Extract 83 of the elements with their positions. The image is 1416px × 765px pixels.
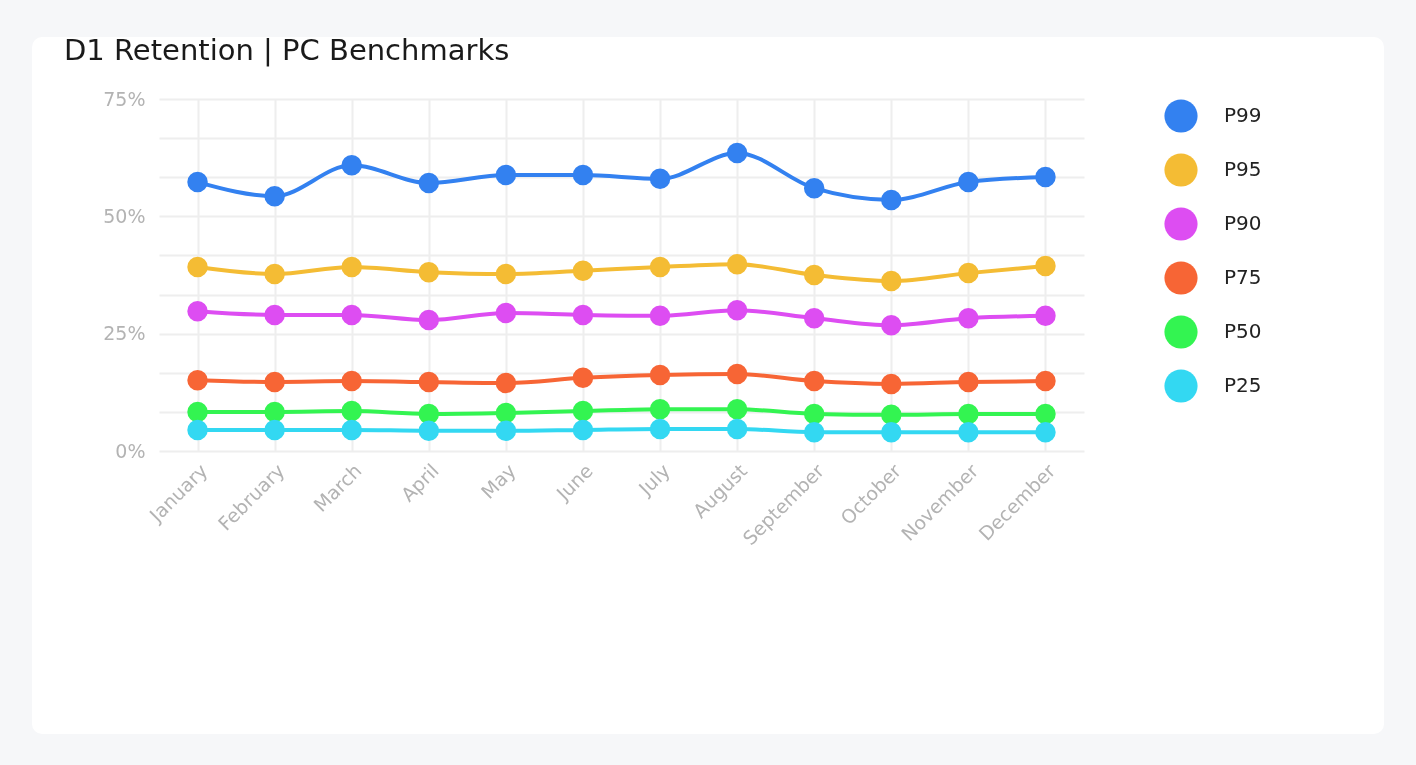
point xyxy=(187,401,208,423)
y-tick-label: 0% xyxy=(115,439,146,462)
point xyxy=(572,400,594,422)
point xyxy=(803,307,825,329)
point xyxy=(649,168,671,190)
point xyxy=(572,260,594,281)
point xyxy=(726,363,748,385)
point xyxy=(958,371,979,393)
point xyxy=(726,399,748,420)
point xyxy=(958,262,979,284)
point xyxy=(495,402,517,424)
point xyxy=(881,404,902,426)
point xyxy=(649,256,671,278)
point xyxy=(264,304,285,326)
point xyxy=(418,403,440,425)
point xyxy=(958,403,979,425)
point xyxy=(881,189,902,211)
point xyxy=(1035,422,1056,443)
point xyxy=(187,300,208,322)
legend-label: P25 xyxy=(1224,373,1262,397)
point xyxy=(495,302,517,324)
point xyxy=(572,367,594,389)
point xyxy=(803,177,825,199)
point xyxy=(803,370,825,392)
point xyxy=(803,403,825,425)
point xyxy=(1035,305,1056,327)
point xyxy=(264,371,285,393)
point xyxy=(418,371,440,393)
legend-label: P90 xyxy=(1224,211,1262,235)
point xyxy=(264,185,285,207)
point xyxy=(572,419,594,441)
point xyxy=(341,370,362,392)
point xyxy=(649,399,671,420)
point xyxy=(495,164,517,186)
point xyxy=(881,373,902,395)
point xyxy=(495,372,517,394)
y-tick-label: 50% xyxy=(103,204,146,227)
point xyxy=(1035,255,1056,277)
point xyxy=(495,263,517,285)
point xyxy=(726,299,748,321)
point xyxy=(341,400,362,422)
legend-label: P75 xyxy=(1224,265,1262,289)
y-tick-label: 75% xyxy=(103,87,146,110)
point xyxy=(187,171,208,193)
point xyxy=(341,419,362,441)
point xyxy=(418,261,440,283)
legend-label: P99 xyxy=(1224,103,1262,127)
point xyxy=(958,171,979,193)
point xyxy=(187,369,208,391)
point xyxy=(187,256,208,278)
point xyxy=(264,419,285,441)
point xyxy=(1035,370,1056,392)
point xyxy=(187,419,208,441)
point xyxy=(958,422,979,443)
point xyxy=(264,263,285,285)
point xyxy=(803,422,825,443)
y-tick-label: 25% xyxy=(103,322,146,345)
point xyxy=(572,164,594,186)
point xyxy=(418,172,440,194)
point xyxy=(649,418,671,440)
point xyxy=(341,304,362,326)
point xyxy=(649,305,671,327)
point xyxy=(726,142,748,164)
point xyxy=(803,264,825,286)
point xyxy=(418,420,440,442)
point xyxy=(726,253,748,275)
point xyxy=(726,418,748,440)
point xyxy=(881,422,902,443)
legend-label: P95 xyxy=(1224,157,1262,181)
point xyxy=(495,420,517,442)
point xyxy=(881,314,902,336)
point xyxy=(958,307,979,329)
point xyxy=(1035,166,1056,188)
point xyxy=(341,154,362,176)
point xyxy=(1035,403,1056,425)
point xyxy=(341,256,362,278)
point xyxy=(264,401,285,423)
point xyxy=(418,309,440,331)
point xyxy=(572,304,594,326)
legend-label: P50 xyxy=(1224,319,1262,343)
chart-title: D1 Retention | PC Benchmarks xyxy=(64,33,510,67)
point xyxy=(881,270,902,292)
point xyxy=(649,364,671,386)
